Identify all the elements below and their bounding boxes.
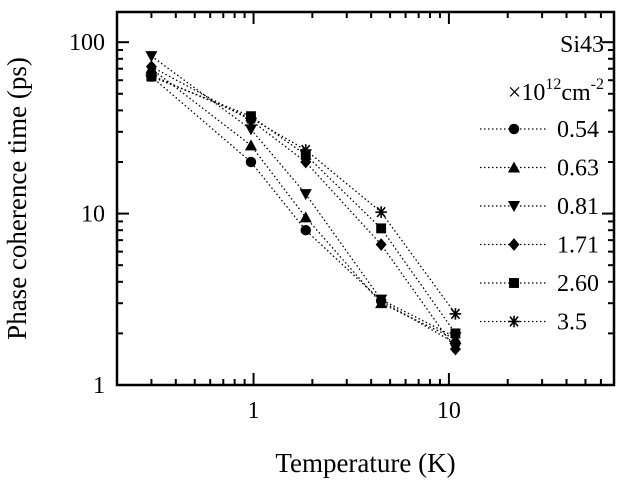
data-point <box>376 223 387 234</box>
data-point <box>449 342 461 356</box>
series-line <box>151 66 456 350</box>
y-tick-label: 10 <box>81 202 105 228</box>
legend-item: 0.54 <box>480 117 599 143</box>
legend-item: 2.60 <box>480 271 599 297</box>
legend: 0.54 0.63 0.81 1.71 2.60 3.5 <box>480 117 599 336</box>
legend-label: 0.54 <box>557 117 599 143</box>
legend-marker <box>507 161 521 173</box>
legend-item: 1.71 <box>480 233 599 259</box>
legend-item: 0.63 <box>480 156 599 182</box>
data-point <box>449 308 462 320</box>
x-tick-label: 1 <box>248 398 260 424</box>
data-point <box>299 211 312 223</box>
legend-marker <box>508 123 520 135</box>
data-point <box>145 69 158 82</box>
data-point <box>375 206 387 218</box>
legend-label: 3.5 <box>557 310 587 336</box>
legend-label: 2.60 <box>557 271 599 297</box>
legend-label: 0.63 <box>557 156 599 182</box>
data-point <box>375 294 388 306</box>
data-point <box>299 144 312 156</box>
axis-ticks: 1 10 1 10 100 <box>69 12 615 424</box>
y-tick-label: 100 <box>69 30 105 56</box>
data-point <box>450 328 461 339</box>
legend-label: 1.71 <box>557 233 599 259</box>
series-3.5 <box>145 69 462 320</box>
data-point <box>145 51 158 63</box>
legend-marker <box>509 278 519 288</box>
unit-name: cm <box>561 80 591 106</box>
data-point <box>375 238 387 251</box>
y-tick-label: 1 <box>93 373 105 399</box>
data-point <box>245 156 257 168</box>
data-point <box>145 60 157 73</box>
data-point <box>245 112 257 125</box>
x-tick-label: 10 <box>437 398 461 424</box>
legend-item: 3.5 <box>480 310 587 336</box>
data-point <box>300 224 311 236</box>
legend-label: 0.81 <box>557 194 599 220</box>
data-point <box>244 139 258 151</box>
data-point <box>244 124 258 136</box>
unit-prefix: ×10 <box>508 80 546 106</box>
data-series-layer <box>145 51 462 356</box>
series-line <box>151 74 456 315</box>
legend-marker <box>507 201 521 213</box>
y-axis-label: Phase coherence time (ps) <box>2 57 32 340</box>
sample-label: Si43 <box>560 32 604 58</box>
unit-name-exponent: -2 <box>591 76 604 93</box>
data-point <box>299 189 312 201</box>
plot-frame <box>115 10 616 387</box>
unit-exponent: 12 <box>545 76 561 93</box>
legend-unit-label: ×1012cm-2 <box>508 76 604 106</box>
legend-marker <box>508 238 520 251</box>
legend-marker <box>508 315 520 328</box>
x-axis-label: Temperature (K) <box>275 448 455 478</box>
legend-item: 0.81 <box>480 194 599 220</box>
